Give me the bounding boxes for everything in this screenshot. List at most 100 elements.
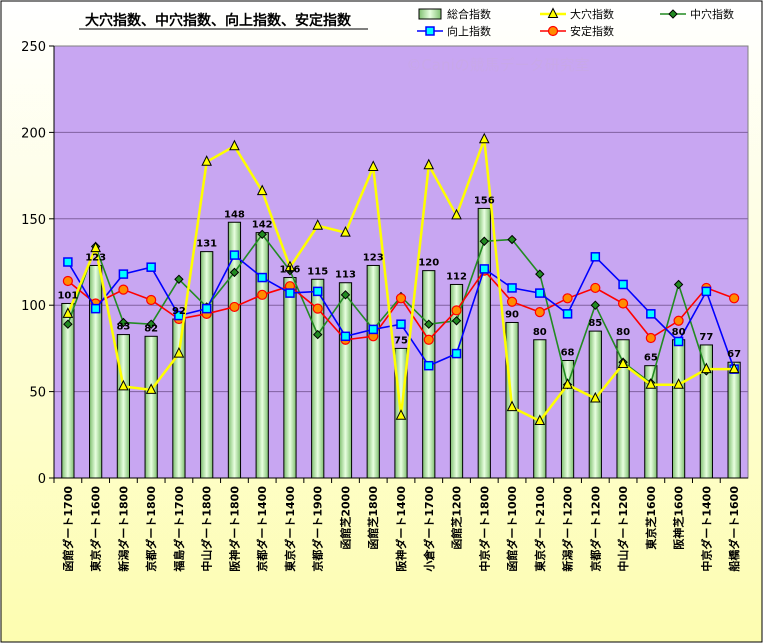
data-point [256, 184, 268, 196]
data-point [62, 275, 73, 287]
data-point [668, 9, 678, 19]
data-point [507, 283, 517, 293]
data-point [673, 315, 684, 326]
x-tick-label: 阪神ダート1800 [227, 486, 241, 572]
bar-value-label: 115 [307, 266, 328, 277]
bar [227, 221, 242, 479]
data-point [547, 7, 559, 18]
data-point [146, 319, 156, 329]
data-point [590, 282, 601, 294]
bar-value-label: 90 [505, 309, 519, 320]
x-tick-label: 小倉ダート1700 [422, 486, 436, 573]
bar [588, 330, 602, 479]
data-point [63, 257, 73, 267]
data-point [547, 25, 559, 37]
data-point [617, 298, 629, 309]
x-tick-label: 阪神ダート1400 [394, 486, 408, 572]
data-point [424, 360, 434, 371]
bar-value-label: 131 [196, 239, 217, 250]
legend-label: 大穴指数 [570, 7, 614, 21]
bar-value-label: 75 [394, 335, 408, 346]
x-tick-label: 京都ダート1800 [144, 486, 158, 572]
data-point [62, 307, 74, 318]
x-tick-label: 京都ダート1900 [311, 486, 325, 572]
data-point [451, 316, 462, 326]
bar-value-label: 77 [699, 332, 713, 343]
data-point [340, 331, 351, 342]
legend-item: 向上指数 [417, 24, 491, 38]
bar [200, 251, 214, 479]
bar-value-label: 67 [727, 349, 741, 360]
data-point [506, 400, 518, 412]
data-point [312, 286, 323, 297]
data-point [673, 336, 684, 347]
bar-value-label: 148 [224, 209, 245, 220]
bar-value-label: 80 [672, 327, 686, 338]
data-point [590, 391, 601, 403]
bar [172, 318, 186, 479]
x-tick-label: 中山ダート1200 [616, 486, 630, 572]
data-point [478, 132, 490, 144]
data-point [728, 362, 740, 374]
chart-title: 大穴指数、中穴指数、向上指数、安定指数 [85, 12, 352, 29]
bar-value-label: 65 [644, 353, 658, 364]
data-point [506, 296, 518, 307]
data-point [425, 26, 435, 36]
data-point [507, 234, 517, 245]
bar-value-label: 116 [280, 265, 301, 276]
x-tick-label: 阪神芝1600 [672, 486, 686, 550]
data-point [395, 409, 407, 420]
data-point [368, 324, 378, 335]
data-point [257, 289, 268, 300]
y-tick-label: 100 [21, 299, 46, 314]
data-point [146, 262, 156, 272]
data-point [479, 264, 490, 274]
data-point [673, 378, 684, 389]
data-point [534, 414, 546, 425]
x-tick-label: 函館ダート1700 [61, 486, 75, 572]
data-point [285, 288, 295, 298]
bar-value-label: 80 [616, 327, 630, 338]
data-point [257, 272, 267, 283]
bar [338, 282, 353, 479]
bar [116, 334, 131, 479]
bar-value-label: 92 [172, 306, 186, 317]
data-point [118, 284, 129, 295]
data-point [534, 307, 545, 318]
data-point [562, 309, 573, 319]
bar [727, 361, 741, 479]
data-point [145, 383, 157, 394]
bar [283, 277, 297, 479]
data-point [90, 241, 101, 253]
data-point [618, 279, 628, 290]
data-point [424, 319, 434, 329]
y-tick-label: 50 [29, 386, 46, 401]
bar-value-label: 112 [446, 271, 467, 282]
x-tick-label: 函館芝2000 [338, 486, 352, 550]
y-tick-label: 200 [21, 126, 46, 141]
watermark: ©Caniの競馬データ研究室 [406, 56, 589, 74]
data-point [617, 357, 629, 368]
data-point [451, 305, 462, 316]
data-point [673, 279, 684, 290]
x-tick-label: 函館ダート1000 [505, 486, 519, 572]
bar [477, 207, 491, 479]
legend-label: 向上指数 [447, 24, 491, 38]
y-tick-label: 250 [21, 40, 46, 55]
legend-label: 中穴指数 [690, 7, 734, 21]
x-axis: 函館ダート1700 東京ダート1600 新潟ダート1800 京都ダート1800 福島ダー… [53, 477, 748, 573]
line-series [62, 132, 740, 425]
legend-label: 総合指数 [447, 7, 491, 21]
data-point [173, 346, 185, 358]
legend-item: 総合指数 [418, 7, 491, 21]
x-tick-label: 東京ダート1400 [283, 486, 297, 572]
data-point [423, 334, 434, 345]
data-point [257, 229, 267, 240]
bar-value-label: 101 [57, 290, 78, 301]
legend-item: 大穴指数 [540, 7, 614, 21]
y-tick-label: 0 [38, 472, 46, 487]
x-tick-label: 船橋ダート1600 [727, 486, 741, 572]
